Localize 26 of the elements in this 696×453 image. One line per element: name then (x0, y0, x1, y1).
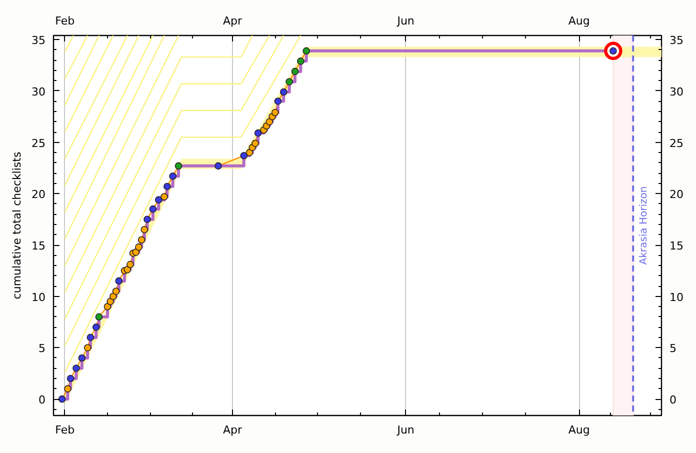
y2-tick-label: 35 (670, 34, 684, 48)
y2-tick-label: 5 (670, 342, 676, 356)
y-tick-label: 25 (32, 136, 46, 150)
x2-tick-label: Jun (396, 14, 414, 28)
y-tick-label: 5 (38, 342, 46, 356)
y-tick-label: 20 (32, 188, 46, 202)
y2-tick-label: 10 (670, 290, 684, 304)
x2-tick-label: Aug (568, 14, 590, 28)
y-tick-label: 10 (32, 290, 46, 304)
y2-tick-label: 20 (670, 188, 684, 202)
y2-tick-label: 0 (670, 394, 676, 407)
x-tick-label: Feb (55, 424, 75, 436)
x-tick-label: Apr (222, 424, 242, 436)
y-tick-label: 30 (32, 85, 46, 98)
x-tick-label: Aug (568, 424, 590, 436)
x-tick-label: Jun (396, 424, 414, 436)
y-tick-label: 35 (32, 34, 46, 48)
y-axis-title: cumulative total checklists (10, 152, 24, 300)
y2-tick-label: 30 (670, 85, 684, 98)
y-tick-label: 0 (38, 394, 46, 407)
y2-tick-label: 25 (670, 136, 684, 150)
y2-tick-label: 15 (670, 240, 684, 253)
x2-tick-label: Apr (222, 14, 242, 28)
y-tick-label: 15 (32, 240, 46, 253)
ref-line-label: Akrasia Horizon (638, 186, 650, 265)
x2-tick-label: Feb (55, 14, 75, 28)
